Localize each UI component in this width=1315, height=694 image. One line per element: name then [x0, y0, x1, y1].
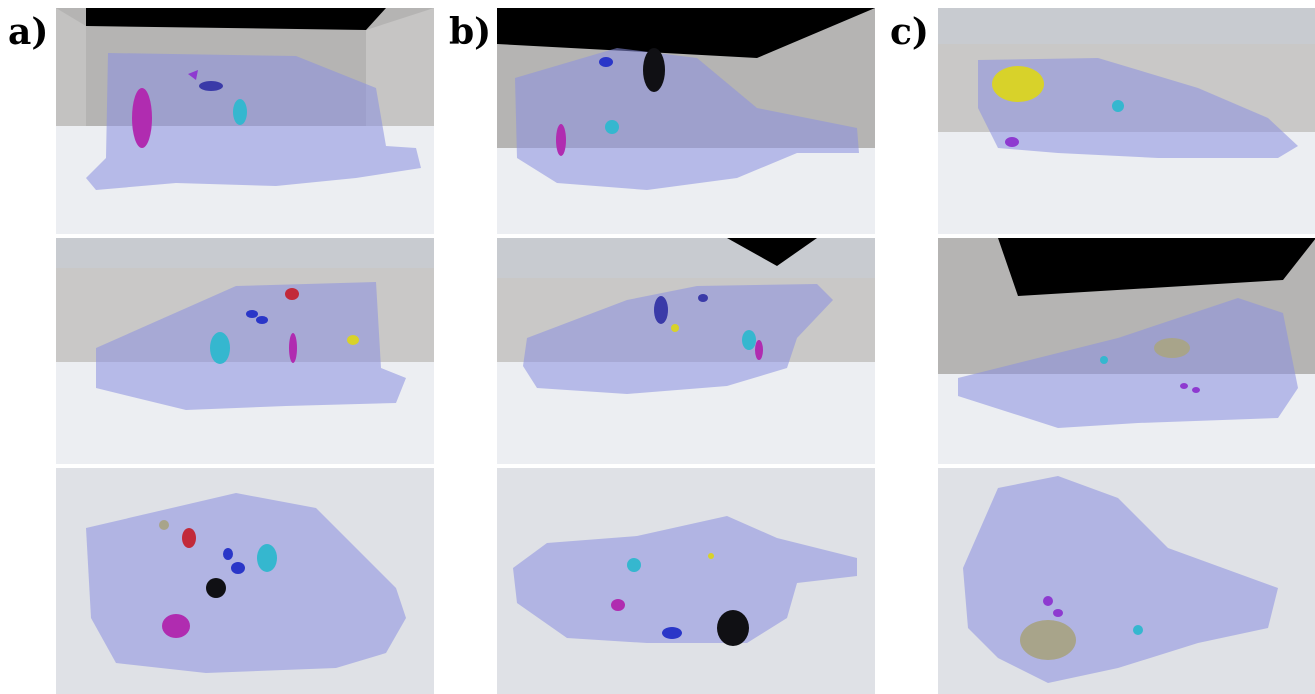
cluster-magenta [289, 333, 297, 363]
panel-a-top-view [56, 468, 434, 694]
cluster-blue [199, 81, 223, 91]
cluster-cyan [257, 544, 277, 572]
cluster-purple [1005, 137, 1019, 147]
cluster-red [182, 528, 196, 548]
cluster-blue [599, 57, 613, 67]
cluster-cyan [1112, 100, 1124, 112]
cluster-olive [159, 520, 169, 530]
panel-b-side-view-1 [497, 8, 875, 234]
column-label-c: c) [890, 11, 929, 53]
panel-a-side-view-1 [56, 8, 434, 234]
cluster-purple-2 [1053, 609, 1063, 617]
panel-c-top-view [938, 468, 1315, 694]
panel-b-side-view-2 [497, 238, 875, 464]
cluster-blue [662, 627, 682, 639]
cluster-cyan [233, 99, 247, 125]
cluster-cyan [210, 332, 230, 364]
panel-c-side-view-1 [938, 8, 1315, 234]
cluster-blue-2 [231, 562, 245, 574]
cluster-magenta [132, 88, 152, 148]
cluster-purple [188, 70, 198, 80]
cluster-yellow [992, 66, 1044, 102]
cluster-magenta [162, 614, 190, 638]
cluster-black [206, 578, 226, 598]
cluster-yellow [671, 324, 679, 332]
cluster-red [285, 288, 299, 300]
cluster-magenta [611, 599, 625, 611]
cluster-magenta [556, 124, 566, 156]
cluster-blue-2 [256, 316, 268, 324]
cluster-olive [1020, 620, 1076, 660]
cluster-cyan [605, 120, 619, 134]
cluster-black [717, 610, 749, 646]
cluster-blue-1 [223, 548, 233, 560]
cluster-purple-2 [1192, 387, 1200, 393]
cluster-blue-2 [698, 294, 708, 302]
cluster-cyan [1100, 356, 1108, 364]
cluster-cyan [742, 330, 756, 350]
cluster-black [643, 48, 665, 92]
cluster-blue-1 [654, 296, 668, 324]
cluster-yellow [708, 553, 714, 559]
cluster-olive [1154, 338, 1190, 358]
cluster-cyan [627, 558, 641, 572]
panel-a-side-view-2 [56, 238, 434, 464]
panel-b-top-view [497, 468, 875, 694]
column-label-b: b) [449, 11, 492, 53]
column-label-a: a) [8, 11, 49, 53]
panel-c-side-view-2 [938, 238, 1315, 464]
cluster-magenta [755, 340, 763, 360]
cluster-cyan [1133, 625, 1143, 635]
cluster-yellow [347, 335, 359, 345]
cluster-purple-1 [1180, 383, 1188, 389]
cluster-blue-1 [246, 310, 258, 318]
cluster-purple-1 [1043, 596, 1053, 606]
